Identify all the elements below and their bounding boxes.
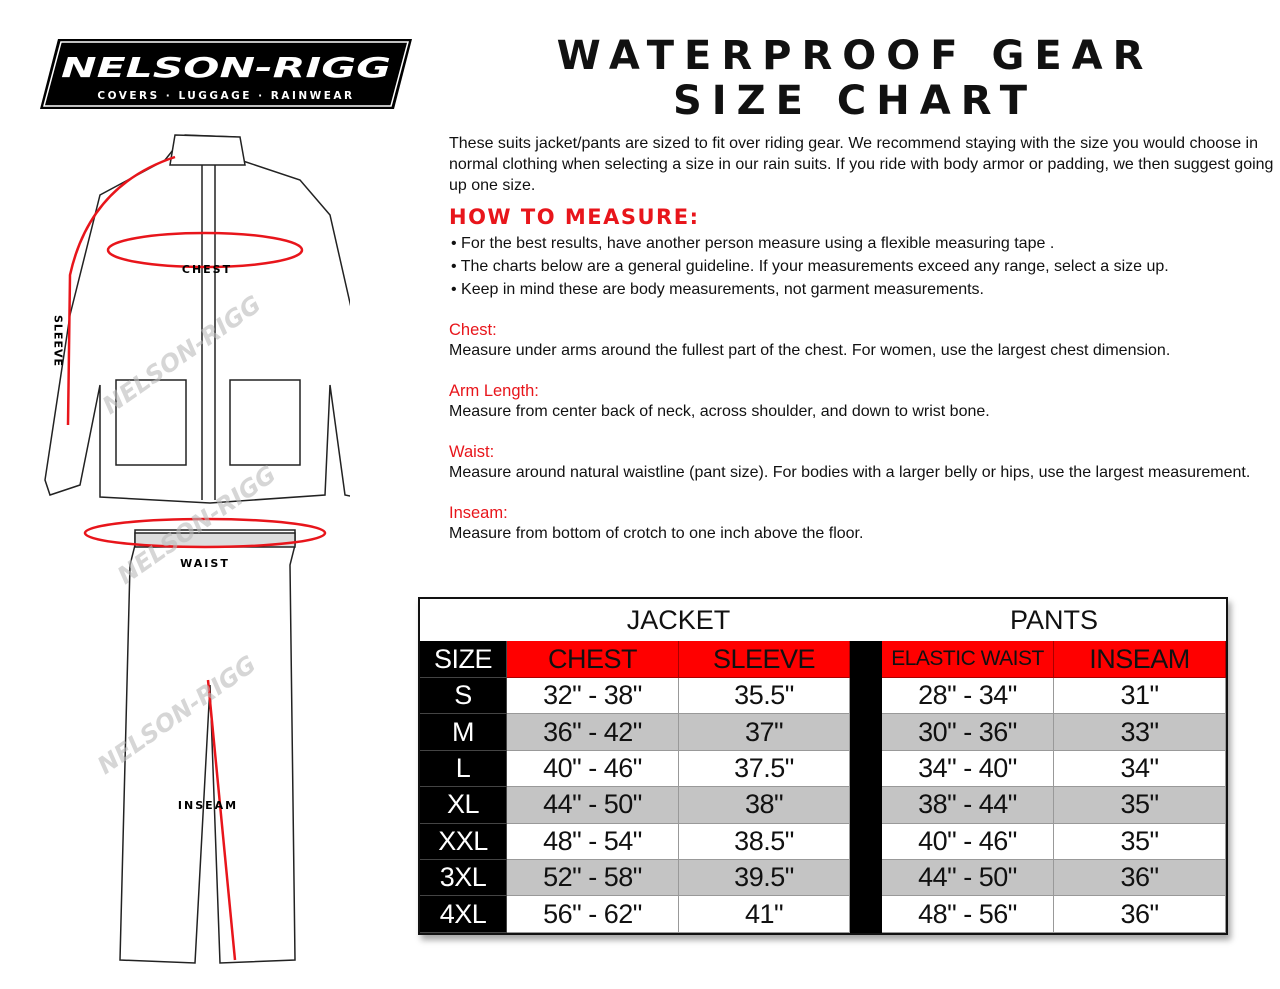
table-cell: 34" [1054,750,1226,788]
garment-illustration: CHEST WAIST INSEAM SLEEVE NELSON-RIGG NE… [44,134,350,964]
waist-label: WAIST [180,557,230,570]
table-cell: 40" - 46" [507,750,679,788]
bullet: • The charts below are a general guideli… [451,258,1169,275]
column-header: INSEAM [1054,641,1226,678]
measure-chest: Chest: Measure under arms around the full… [449,321,1171,359]
table-cell: 38" - 44" [882,787,1054,824]
page-title: WATERPROOF GEAR SIZE CHART [556,33,1154,124]
size-cell: S [420,678,507,715]
table-cell: 37" [679,714,850,751]
sleeve-label: SLEEVE [52,315,65,367]
nelson-rigg-logo: NELSON-RIGG COVERS · LUGGAGE · RAINWEAR [40,39,412,109]
svg-text:NELSON-RIGG: NELSON-RIGG [61,51,391,84]
table-cell: 36" [1054,896,1226,933]
inseam-label: INSEAM [178,799,238,812]
table-cell: 38" [679,787,850,824]
group-header: JACKET [626,604,731,635]
table-cell: 41" [679,896,850,933]
table-cell: 33" [1054,714,1226,751]
column-header: CHEST [507,641,679,678]
table-cell: 32" - 38" [507,678,679,715]
table-cell: 48" - 56" [882,896,1054,933]
table-cell: 44" - 50" [882,860,1054,897]
table-cell: 37.5" [679,750,850,788]
table-cell: 36" [1054,860,1226,897]
table-cell: 36" - 42" [507,714,679,751]
table-cell: 52" - 58" [507,860,679,897]
table-cell: 35.5" [679,678,850,715]
measure-waist: Waist: Measure around natural waistline (… [449,443,1251,481]
table-cell: 30" - 36" [882,714,1054,751]
bullet: • For the best results, have another per… [451,235,1055,252]
column-header: ELASTIC WAIST [882,641,1054,678]
size-cell: XL [420,787,507,824]
column-header: SLEEVE [679,641,850,678]
table-cell: 28" - 34" [882,678,1054,715]
table-cell: 35" [1054,787,1226,824]
table-cell: 48" - 54" [507,823,679,860]
intro-text: These suits jacket/pants are sized to fi… [449,135,1274,194]
table-cell: 35" [1054,823,1226,860]
size-cell: 3XL [420,860,507,897]
table-cell: 44" - 50" [507,787,679,824]
size-cell: 4XL [420,896,507,933]
table-cell: 34" - 40" [882,750,1054,788]
column-header: SIZE [420,641,507,678]
how-to-heading: HOW TO MEASURE: [449,205,700,229]
table-cell: 39.5" [679,860,850,897]
divider [850,641,882,933]
bullet: • Keep in mind these are body measuremen… [451,281,984,298]
size-cell: XXL [420,823,507,860]
group-header: PANTS [1009,604,1098,635]
measure-inseam: Inseam: Measure from bottom of crotch to … [449,504,864,542]
size-cell: L [420,750,507,788]
table-cell: 40" - 46" [882,823,1054,860]
table-cell: 56" - 62" [507,896,679,933]
measures-list: Chest: Measure under arms around the full… [449,320,1274,564]
table-cell: 38.5" [679,823,850,860]
size-cell: M [420,714,507,751]
measure-arm: Arm Length: Measure from center back of n… [449,382,990,420]
table-cell: 31" [1054,678,1226,715]
how-to-list: • For the best results, have another per… [451,232,1276,301]
size-chart-table: JACKET PANTS SIZE CHEST SLEEVE ELASTIC WAIST I… [418,597,1228,935]
svg-text:COVERS · LUGGAGE · RAINWEAR: COVERS · LUGGAGE · RAINWEAR [97,90,354,102]
chest-label: CHEST [182,263,232,276]
